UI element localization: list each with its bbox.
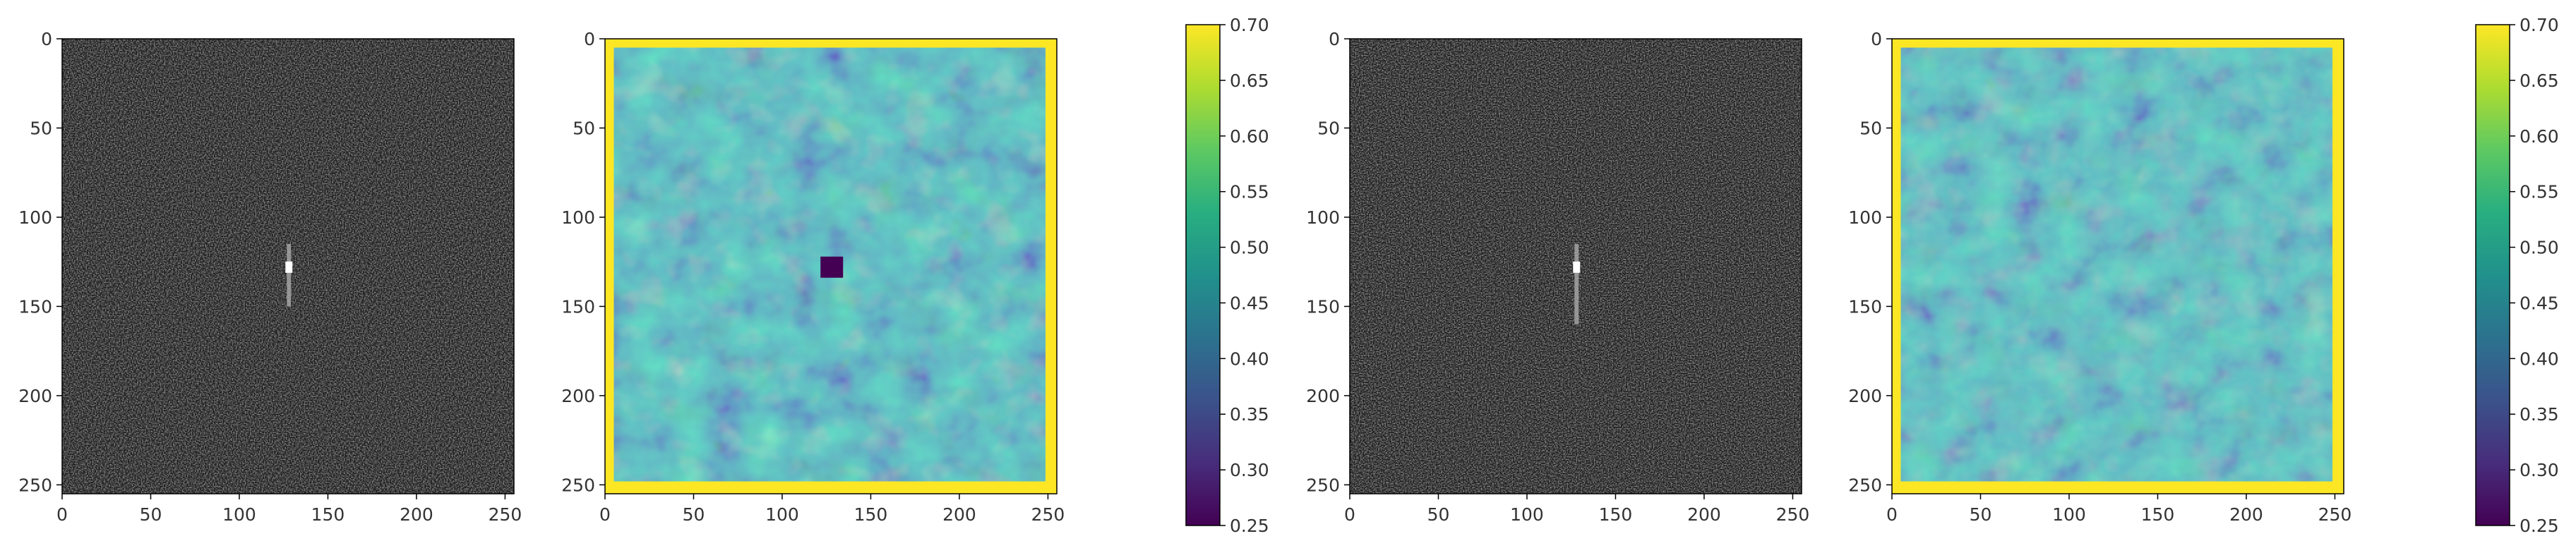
image-area [1892, 39, 2344, 494]
y-tick-label: 250 [1848, 475, 1882, 495]
y-tick-label: 0 [1871, 29, 1882, 49]
x-tick-label: 200 [2229, 504, 2263, 525]
x-tick-label: 50 [140, 504, 162, 525]
y-tick-label: 150 [18, 296, 52, 317]
colorbar-tick-label: 0.65 [2520, 71, 2559, 91]
x-tick-label: 50 [1970, 504, 1992, 525]
colorbar-tick-label: 0.35 [1230, 404, 1269, 425]
x-tick-label: 250 [2318, 504, 2352, 525]
colorbar-tick-label: 0.50 [2520, 238, 2559, 258]
point-target-streak [287, 243, 292, 307]
colorbar-tick-label: 0.40 [2520, 348, 2559, 369]
x-tick-label: 100 [222, 504, 256, 525]
axes-frame [1891, 38, 2344, 494]
colorbar-tick-label: 0.45 [1230, 293, 1269, 313]
y-tick-label: 50 [573, 118, 595, 138]
y-tick-label: 0 [584, 29, 595, 49]
colorbar-tick-label: 0.65 [1230, 71, 1269, 91]
x-tick-label: 250 [1776, 504, 1810, 525]
axes-frame [61, 38, 515, 494]
y-tick-label: 50 [30, 118, 52, 138]
y-tick-label: 200 [1848, 386, 1882, 406]
point-target [1573, 261, 1581, 273]
colorbar-tick-label: 0.25 [2520, 516, 2559, 536]
heatmap-field [1900, 47, 2332, 482]
y-tick-label: 100 [1306, 207, 1340, 228]
y-tick-label: 100 [1848, 207, 1882, 228]
colorbar-tick-label: 0.35 [2520, 404, 2559, 425]
y-tick-label: 200 [18, 386, 52, 406]
colorbar-tick-label: 0.45 [2520, 293, 2559, 313]
colorbar-tick-label: 0.30 [1230, 460, 1269, 480]
image-area [605, 39, 1057, 494]
x-tick-label: 100 [1510, 504, 1544, 525]
colorbar-tick-label: 0.70 [1230, 15, 1269, 35]
x-tick-label: 0 [1886, 504, 1898, 525]
colorbar-tick-label: 0.60 [1230, 126, 1269, 147]
dark-target-blob [820, 256, 844, 278]
y-tick-label: 100 [561, 207, 595, 228]
x-tick-label: 250 [489, 504, 522, 525]
colorbar-tick-label: 0.60 [2520, 126, 2559, 147]
axes-frame [604, 38, 1058, 494]
x-tick-label: 150 [2141, 504, 2175, 525]
y-tick-label: 0 [1329, 29, 1340, 49]
y-tick-label: 50 [1317, 118, 1340, 138]
x-tick-label: 50 [683, 504, 705, 525]
point-target [285, 261, 293, 273]
y-tick-label: 250 [18, 475, 52, 495]
colorbar-tick-label: 0.70 [2520, 15, 2559, 35]
point-target-streak [1574, 243, 1579, 324]
colorbar-tick-label: 0.30 [2520, 460, 2559, 480]
colorbar-tick-label: 0.55 [2520, 182, 2559, 202]
y-tick-label: 150 [561, 296, 595, 317]
x-tick-label: 200 [1687, 504, 1721, 525]
y-tick-label: 250 [561, 475, 595, 495]
colorbar-gradient [1185, 24, 1221, 526]
colorbar-gradient [2475, 24, 2510, 526]
axes-frame [1349, 38, 1802, 494]
colorbar-tick-label: 0.25 [1230, 516, 1269, 536]
image-area [1350, 39, 1802, 494]
y-tick-label: 50 [1859, 118, 1882, 138]
x-tick-label: 150 [311, 504, 345, 525]
x-tick-label: 100 [2052, 504, 2086, 525]
x-tick-label: 50 [1427, 504, 1450, 525]
y-tick-label: 250 [1306, 475, 1340, 495]
image-area [62, 39, 514, 494]
x-tick-label: 0 [1344, 504, 1355, 525]
colorbar-tick-label: 0.50 [1230, 238, 1269, 258]
colorbar-tick-label: 0.55 [1230, 182, 1269, 202]
colorbar: 0.70 0.65 0.60 0.55 0.50 0.45 0.40 0.35 0.30 0.25 [2475, 15, 2559, 536]
x-tick-label: 200 [942, 504, 976, 525]
x-tick-label: 0 [56, 504, 68, 525]
y-tick-label: 0 [41, 29, 52, 49]
y-tick-label: 150 [1306, 296, 1340, 317]
x-tick-label: 150 [1599, 504, 1633, 525]
y-tick-label: 200 [561, 386, 595, 406]
colorbar: 0.70 0.65 0.60 0.55 0.50 0.45 0.40 0.35 0.30 0.25 [1185, 15, 1269, 536]
x-tick-label: 0 [599, 504, 611, 525]
y-tick-label: 150 [1848, 296, 1882, 317]
x-tick-label: 200 [400, 504, 433, 525]
x-tick-label: 100 [765, 504, 799, 525]
x-tick-label: 250 [1031, 504, 1065, 525]
y-tick-label: 100 [18, 207, 52, 228]
colorbar-tick-label: 0.40 [1230, 348, 1269, 369]
y-tick-label: 200 [1306, 386, 1340, 406]
x-tick-label: 150 [854, 504, 888, 525]
